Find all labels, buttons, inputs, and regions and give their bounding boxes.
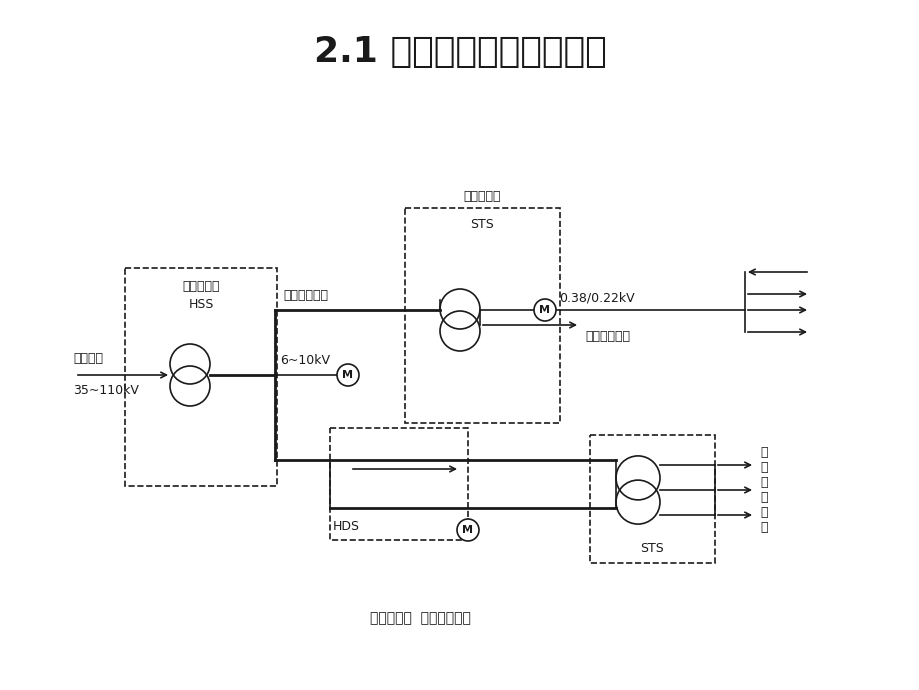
Circle shape <box>533 299 555 321</box>
Text: M: M <box>342 370 353 380</box>
Circle shape <box>336 364 358 386</box>
Text: 6~10kV: 6~10kV <box>279 355 330 368</box>
Text: 总降变电所: 总降变电所 <box>182 279 220 293</box>
Text: 低
压
用
电
设
备: 低 压 用 电 设 备 <box>759 446 766 534</box>
Text: 2.1 负荷计算的内容和目的: 2.1 负荷计算的内容和目的 <box>313 35 606 69</box>
Bar <box>589 435 714 563</box>
Text: HSS: HSS <box>188 297 213 310</box>
Circle shape <box>457 519 479 541</box>
Text: 低压配电线路: 低压配电线路 <box>584 330 630 343</box>
Text: M: M <box>462 525 473 535</box>
Bar <box>125 268 277 486</box>
Text: STS: STS <box>471 217 494 230</box>
Text: 0.38/0.22kV: 0.38/0.22kV <box>559 291 634 304</box>
Text: 35~110kV: 35~110kV <box>73 384 139 397</box>
Bar <box>404 208 560 423</box>
Text: HDS: HDS <box>333 520 359 533</box>
Text: 车间变电所: 车间变电所 <box>463 190 501 202</box>
Bar <box>330 428 468 540</box>
Text: 供电电源: 供电电源 <box>73 351 103 364</box>
Text: 高压配电线路: 高压配电线路 <box>283 289 328 302</box>
Text: 高压配电所  高压用电设备: 高压配电所 高压用电设备 <box>369 611 470 625</box>
Text: STS: STS <box>640 542 664 555</box>
Text: M: M <box>539 305 550 315</box>
